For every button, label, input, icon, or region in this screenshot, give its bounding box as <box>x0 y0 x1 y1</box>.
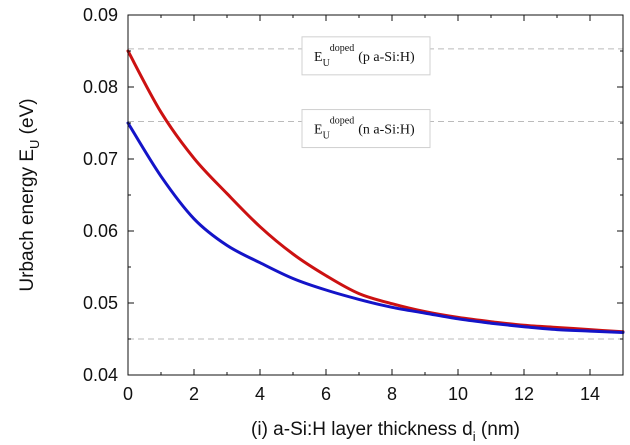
x-tick-label: 4 <box>255 384 265 404</box>
annotation-superscript: doped <box>330 43 354 54</box>
annotation-main: E <box>314 123 323 138</box>
reference-annotation-1: EUdoped (n a-Si:H) <box>301 109 431 149</box>
reference-annotation-0: EUdoped (p a-Si:H) <box>301 36 431 76</box>
annotation-superscript: doped <box>330 116 354 127</box>
reference-lines <box>128 48 623 340</box>
x-tick-label: 8 <box>387 384 397 404</box>
x-tick-label: 2 <box>189 384 199 404</box>
y-axis-title-main: Urbach energy E <box>17 149 38 292</box>
annotation-rest: (n a-Si:H) <box>358 123 415 138</box>
y-axis-title: Urbach energy EU (eV) <box>17 98 42 291</box>
series-line-1 <box>126 121 625 334</box>
annotation-text: EUdoped (p a-Si:H) <box>314 43 415 69</box>
x-axis-title-unit: (nm) <box>476 419 520 440</box>
axis-ticks: 0 2 4 6 8 10 12 14 0.04 0.05 0.06 0.07 0.08 0.09 <box>83 5 623 404</box>
y-tick-label: 0.05 <box>83 293 118 313</box>
x-axis-title-main: (i) a-Si:H layer thickness d <box>251 419 473 440</box>
y-axis-title-unit: (eV) <box>17 98 38 139</box>
x-tick-label: 6 <box>321 384 331 404</box>
x-tick-label: 14 <box>580 384 600 404</box>
y-tick-label: 0.07 <box>83 149 118 169</box>
x-tick-label: 10 <box>448 384 468 404</box>
x-axis-title-subscript: i <box>473 429 476 444</box>
x-axis-title: (i) a-Si:H layer thickness di (nm) <box>251 419 520 444</box>
annotation-subscript: U <box>323 58 331 69</box>
y-tick-label: 0.04 <box>83 365 118 385</box>
annotation-subscript: U <box>323 131 331 142</box>
annotation-text: EUdoped (n a-Si:H) <box>314 116 415 142</box>
annotation-box <box>301 36 431 76</box>
annotation-box <box>301 109 431 149</box>
series-line-0 <box>126 49 625 334</box>
y-tick-label: 0.08 <box>83 77 118 97</box>
annotation-rest: (p a-Si:H) <box>358 50 415 65</box>
y-axis-title-subscript: U <box>27 140 42 149</box>
y-tick-label: 0.06 <box>83 221 118 241</box>
x-tick-label: 12 <box>514 384 534 404</box>
series-lines <box>126 49 625 334</box>
y-tick-label: 0.09 <box>83 5 118 25</box>
x-tick-label: 0 <box>123 384 133 404</box>
annotations: EUdoped(p a-Si:H)EUdoped(n a-Si:H) <box>301 36 431 149</box>
annotation-main: E <box>314 50 323 65</box>
